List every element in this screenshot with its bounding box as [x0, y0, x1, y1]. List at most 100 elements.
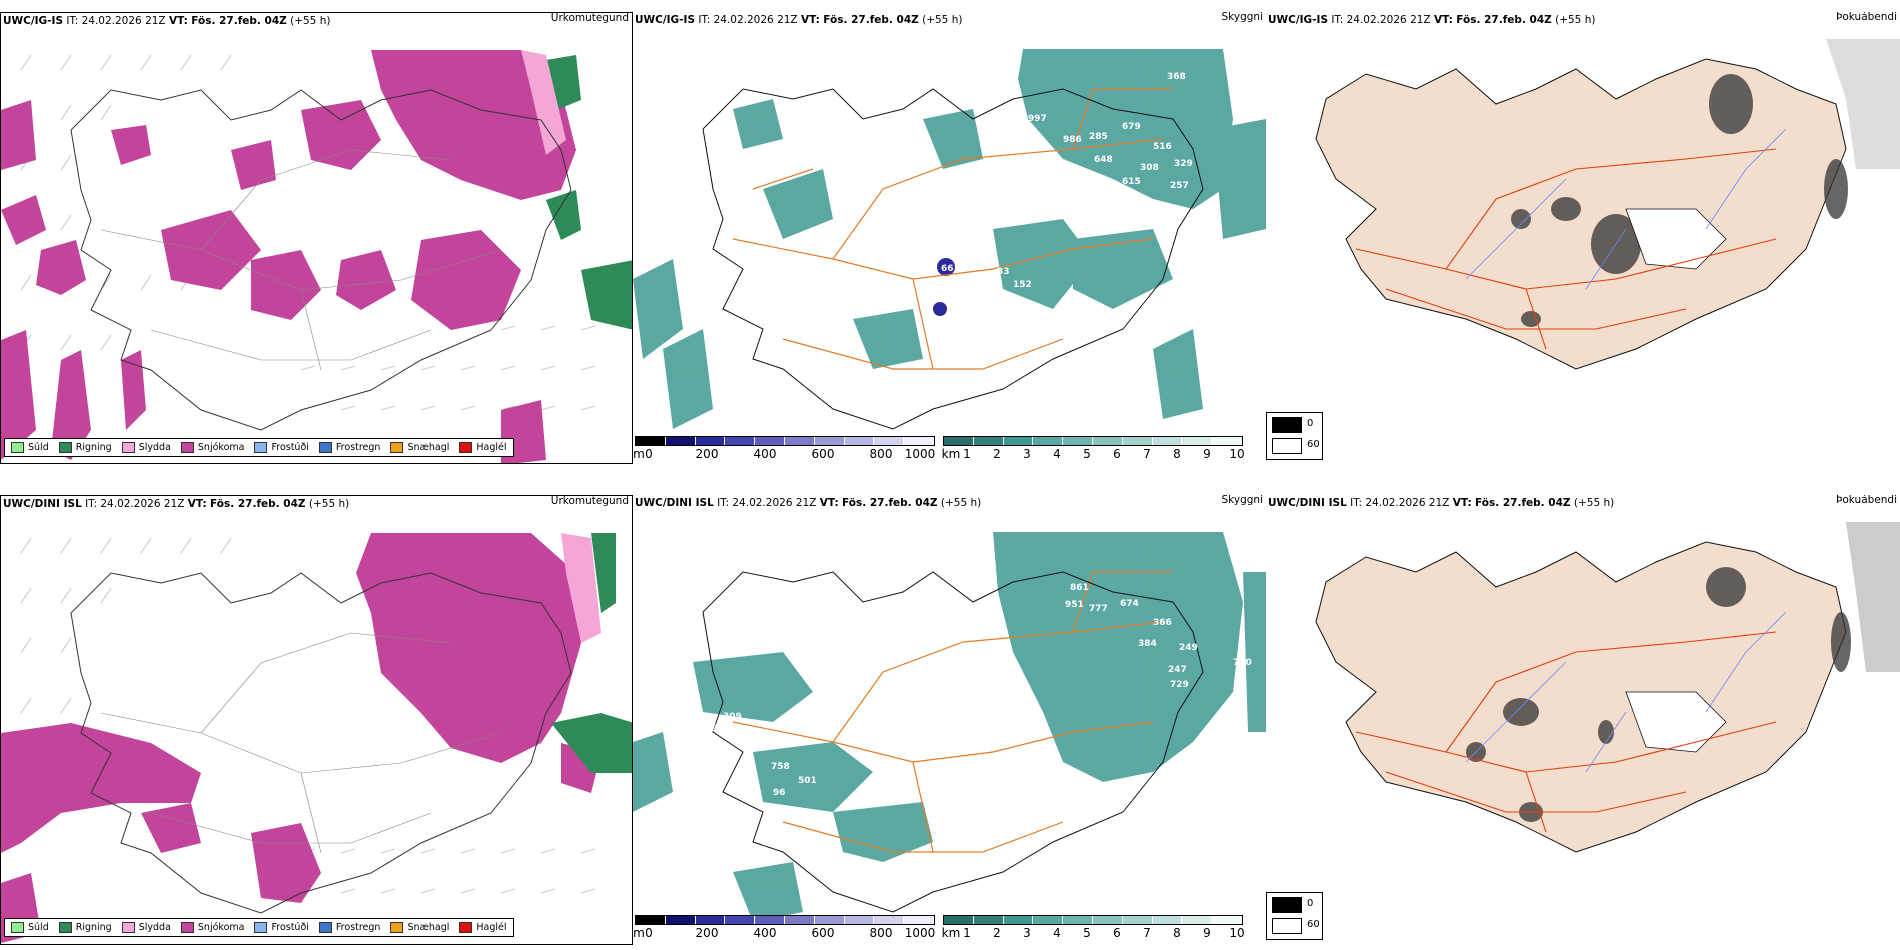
precip-map: [1, 50, 632, 463]
cloud-map: 968 997 986 285 679 648 516 308 329 615 …: [633, 49, 1266, 430]
legend-item: Haglél: [459, 442, 507, 453]
cloud-base-label: 96: [773, 788, 786, 798]
panel-header: UWC/DINI ISL IT: 24.02.2026 21Z VT: Fös.…: [1266, 495, 1900, 512]
cloud-base-label: 770: [1233, 658, 1252, 668]
panel-header: UWC/IG-IS IT: 24.02.2026 21Z VT: Fös. 27…: [1, 13, 632, 30]
product-type: Skyggni: [1221, 12, 1264, 23]
rivers: [1465, 611, 1787, 773]
cloud-base-label: 149: [699, 724, 718, 734]
precip-type-legend: Súld Rigning Slydda Snjókoma Frostúði Fr…: [4, 438, 514, 457]
cloud-base-label: 986: [1063, 135, 1082, 145]
cloud-base-label: 729: [1170, 680, 1189, 690]
cloud-base-label: 257: [1170, 181, 1189, 191]
road-network: [1355, 631, 1777, 833]
panel-header: UWC/DINI ISL IT: 24.02.2026 21Z VT: Fös.…: [633, 495, 1266, 512]
cloud-base-label: 431: [796, 240, 815, 250]
legend-item: Frostregn: [318, 922, 380, 933]
cloud-base-label: 169: [990, 307, 1009, 317]
cloud-base-label: 968: [1238, 67, 1257, 77]
cloud-base-label: 861: [1070, 583, 1089, 593]
cloud-base-label: 366: [1153, 618, 1172, 628]
legend-item: Frostregn: [318, 442, 380, 453]
cloud-base-label: 648: [1094, 155, 1113, 165]
cloud-base-label: 37: [913, 397, 926, 407]
rain-areas: [546, 55, 632, 330]
panel-header: UWC/DINI ISL IT: 24.02.2026 21Z VT: Fös.…: [1, 496, 632, 513]
unit-m: m: [633, 447, 645, 461]
legend-item: Haglél: [459, 922, 507, 933]
cloud-base-label: 203: [925, 873, 944, 883]
it-label: IT:: [66, 15, 79, 27]
cloud-base-label: 33: [997, 267, 1010, 277]
product-type: Þokuábendi: [1836, 12, 1897, 23]
terrain-dark: [933, 258, 955, 316]
cloud-panel-bottom: UWC/DINI ISL IT: 24.02.2026 21Z VT: Fös.…: [633, 495, 1266, 945]
legend-item: Rigning: [58, 922, 112, 933]
snow-areas: [1, 50, 576, 463]
fog-panel-top: UWC/IG-IS IT: 24.02.2026 21Z VT: Fös. 27…: [1266, 12, 1900, 464]
iceland-outline: [70, 89, 572, 431]
sleet-areas: [561, 533, 601, 643]
fog-map: [1315, 39, 1900, 370]
cloud-base-labels: 861 951 777 674 366 384 249 770 247 729 …: [699, 583, 1252, 888]
legend-item: Frostúði: [254, 922, 309, 933]
cloud-base-label: 249: [1179, 643, 1198, 653]
product-type: Úrkomutegund: [550, 495, 629, 507]
legend-item: Frostúði: [254, 442, 309, 453]
cloud-base-label: 247: [1168, 665, 1187, 675]
legend-item: Snjókoma: [180, 442, 244, 453]
precip-panel-top: UWC/IG-IS IT: 24.02.2026 21Z VT: Fös. 27…: [0, 12, 633, 464]
cloud-base-label: 309: [723, 712, 742, 722]
precip-map: [1, 533, 632, 943]
offshore-fog: [1826, 39, 1900, 169]
cloud-base-label: 323: [909, 858, 928, 868]
glacier: [1625, 691, 1727, 753]
cloud-base-label: 368: [1167, 72, 1186, 82]
cloud-base-label: 308: [1140, 163, 1159, 173]
iceland-land: [1315, 58, 1847, 370]
cloud-areas: [633, 49, 1266, 429]
product-type: Úrkomutegund: [550, 12, 629, 24]
terrain-colorbar: m 0 200 400 600 800 1000: [633, 915, 935, 940]
vt-value: Fös. 27.feb. 04Z: [191, 15, 287, 27]
fog-legend: 0 60: [1266, 412, 1323, 460]
cloud-base-label: 501: [798, 776, 817, 786]
road-network: [1355, 148, 1777, 350]
cloud-base-label: 66: [941, 264, 954, 274]
iceland-outline: [702, 88, 1204, 430]
it-value: 24.02.2026 21Z: [81, 15, 166, 27]
product-type: Þokuábendi: [1836, 495, 1897, 506]
cloud-base-labels: 968 997 986 285 679 648 516 308 329 615 …: [796, 67, 1257, 407]
cloud-base-label: 285: [1089, 132, 1108, 142]
fog-map: [1315, 522, 1900, 853]
panel-header: UWC/IG-IS IT: 24.02.2026 21Z VT: Fös. 27…: [633, 12, 1266, 29]
model-name: UWC/IG-IS: [3, 15, 64, 27]
legend-item: Súld: [11, 442, 49, 453]
cloud-panel-top: UWC/IG-IS IT: 24.02.2026 21Z VT: Fös. 27…: [633, 12, 1266, 464]
legend-item: Snæhagl: [390, 442, 449, 453]
cloud-base-label: 516: [1153, 142, 1172, 152]
unit-km: km: [941, 447, 961, 461]
cloud-base-label: 329: [1174, 159, 1193, 169]
cloud-base-label: 674: [1120, 599, 1139, 609]
road-network: [732, 88, 1173, 370]
cloud-base-label: 651: [1018, 307, 1037, 317]
snow-areas: [1, 533, 601, 943]
fog-panel-bottom: UWC/DINI ISL IT: 24.02.2026 21Z VT: Fös.…: [1266, 495, 1900, 945]
iceland-outline: [702, 571, 1204, 913]
legend-item: Slydda: [121, 442, 171, 453]
road-network: [100, 632, 502, 854]
cloud-base-label: 615: [1122, 177, 1141, 187]
rivers: [1465, 128, 1787, 290]
legend-item: Snæhagl: [390, 922, 449, 933]
cloud-base-label: 100: [927, 392, 946, 402]
glacier: [1625, 208, 1727, 270]
cloud-base-label: 679: [1122, 122, 1141, 132]
lead-time: (+55 h): [290, 15, 331, 27]
terrain-colorbar: m 0 200 400 600 800 1000: [633, 436, 935, 461]
panel-header: UWC/IG-IS IT: 24.02.2026 21Z VT: Fös. 27…: [1266, 12, 1900, 29]
cloud-base-label: 146: [924, 283, 943, 293]
road-network: [732, 571, 1173, 853]
cloud-base-label: 243: [886, 261, 905, 271]
precip-type-legend: Súld Rigning Slydda Snjókoma Frostúði Fr…: [4, 918, 514, 937]
